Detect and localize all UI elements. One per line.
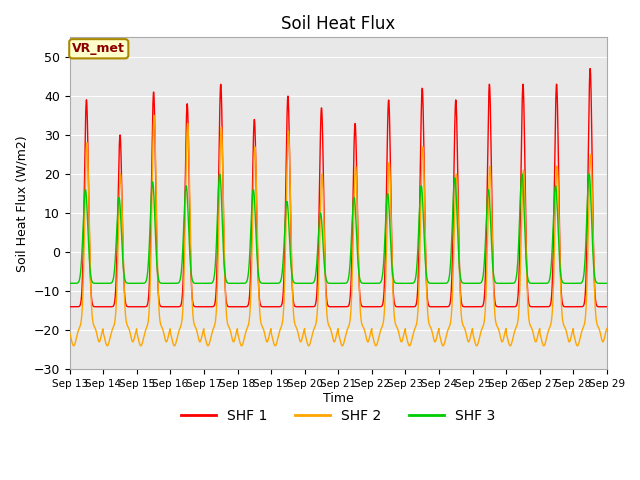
X-axis label: Time: Time [323,392,354,405]
Title: Soil Heat Flux: Soil Heat Flux [281,15,396,33]
Text: VR_met: VR_met [72,42,125,55]
Y-axis label: Soil Heat Flux (W/m2): Soil Heat Flux (W/m2) [15,135,28,272]
Legend: SHF 1, SHF 2, SHF 3: SHF 1, SHF 2, SHF 3 [176,404,501,429]
